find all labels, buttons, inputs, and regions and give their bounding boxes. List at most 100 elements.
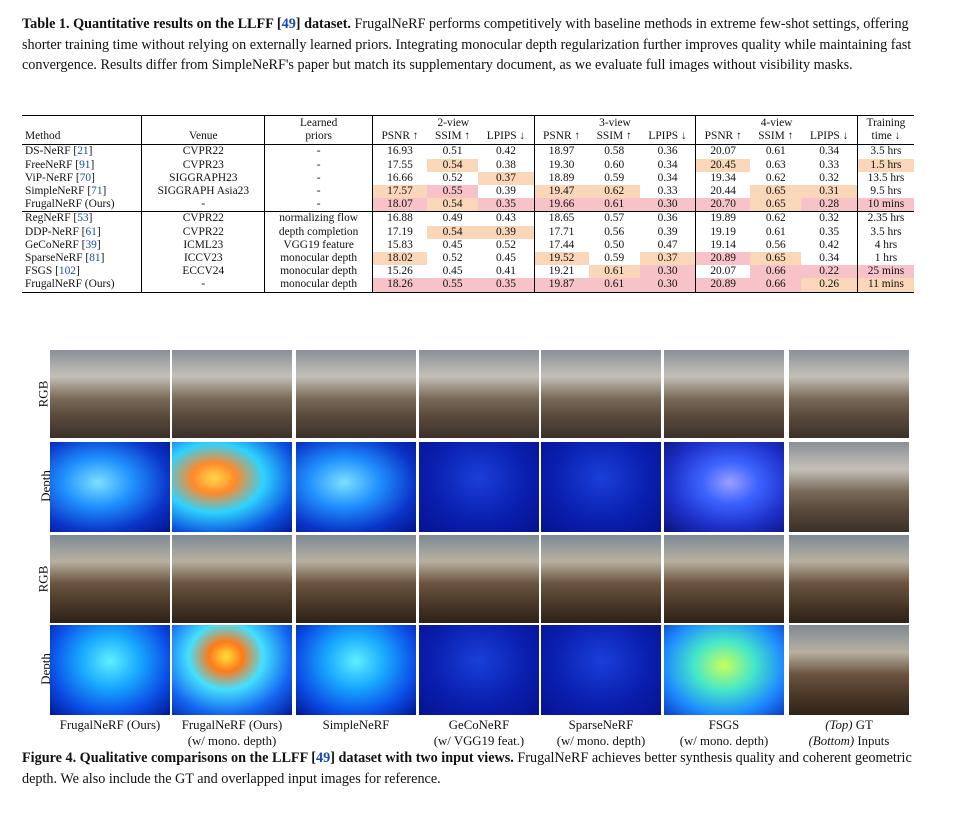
citation-link[interactable]: 39 [85,238,97,251]
depth-image [664,442,784,532]
cell-metric: 0.30 [639,278,697,293]
cell-time: 9.5 hrs [870,185,902,198]
citation-link[interactable]: 49 [281,16,296,32]
cell-time: 1 hrs [874,252,898,265]
header-2view: 2-view [372,115,535,131]
column-label: FSGS (w/ mono. depth) [679,718,769,748]
cell-metric: 19.30 [548,158,575,171]
cell-method: FrugalNeRF (Ours) [22,278,143,293]
depth-image [419,442,539,532]
cell-method: FSGS [102] [22,265,143,279]
cell-metric: 16.66 [387,171,413,184]
cell-priors: - [264,158,374,172]
cell-time: 3.5 hrs [870,225,902,238]
header-method: Method [22,130,143,146]
table-row: SparseNeRF [81] ICCV23 monocular depth 18.0… [22,252,914,266]
cell-metric: 0.33 [639,185,697,199]
cell-metric: 19.89 [695,211,751,226]
cell-metric: 0.54 [426,198,479,213]
cell-metric: 0.35 [801,225,858,239]
cell-metric: 0.57 [588,211,640,226]
cell-metric: 0.62 [588,185,640,199]
rgb-image [664,350,784,438]
cell-priors: normalizing flow [264,211,374,226]
cell-metric: 0.34 [801,144,858,159]
citation-link[interactable]: 49 [316,750,331,766]
cell-metric: 0.43 [478,211,535,226]
cell-metric: 17.57 [372,185,427,199]
cell-metric: 0.22 [801,265,858,279]
cell-metric: 17.19 [387,225,413,238]
citation-link[interactable]: 61 [85,225,97,238]
cell-metric: 0.42 [478,144,535,159]
cell-metric: 0.47 [639,238,697,253]
cell-metric: 0.65 [750,185,802,199]
cell-metric: 0.39 [478,185,535,199]
cell-metric: 0.34 [639,171,697,186]
cell-metric: 0.60 [604,158,625,171]
cell-metric: 0.38 [478,158,535,172]
citation-link[interactable]: 91 [79,158,91,171]
citation-link[interactable]: 81 [89,252,101,265]
cell-metric: 19.21 [548,265,575,278]
cell-metric: 19.47 [534,185,589,199]
citation-link[interactable]: 102 [58,265,76,278]
cell-metric: 20.07 [710,265,736,278]
depth-image [296,625,416,715]
cell-metric: 0.52 [442,252,463,265]
rgb-image [664,535,784,623]
cell-metric: 17.44 [548,238,575,251]
cell-metric: 20.89 [695,278,751,293]
cell-time: 2.35 hrs [857,211,914,226]
cell-metric: 0.31 [801,185,858,199]
cell-metric: 0.36 [639,144,697,159]
rgb-image [789,442,909,532]
cell-metric: 0.37 [478,171,535,186]
cell-venue: SIGGRAPH Asia23 [141,185,266,199]
cell-venue: - [141,278,266,293]
table-caption-title: Quantitative results on the LLFF [49] da… [73,16,351,32]
cell-metric: 0.34 [801,252,858,266]
cell-metric: 0.56 [604,225,625,238]
cell-metric: 19.52 [534,252,589,266]
depth-image [50,442,170,532]
cell-priors: - [264,185,374,199]
cell-metric: 18.26 [372,278,427,293]
cell-method: ViP-NeRF [70] [22,171,143,186]
cell-metric: 0.66 [750,265,802,279]
cell-time: 3.5 hrs [870,145,902,158]
cell-priors: - [264,198,374,213]
cell-metric: 0.61 [588,265,640,279]
cell-metric: 0.30 [639,265,697,279]
header-lpips: LPIPS ↓ [639,130,697,146]
cell-metric: 0.63 [765,158,786,171]
cell-metric: 0.37 [639,252,697,266]
figure-caption: Figure 4. Qualitative comparisons on the… [22,748,950,789]
cell-method: FreeNeRF [91] [22,158,143,172]
row-label: RGB [35,380,51,408]
header-3view: 3-view [534,115,697,131]
cell-metric: 0.54 [426,158,479,172]
cell-metric: 0.52 [442,171,463,184]
cell-priors: monocular depth [264,252,374,266]
citation-link[interactable]: 70 [79,171,92,184]
cell-metric: 0.45 [442,265,463,278]
header-time-2: time ↓ [857,130,914,146]
cell-metric: 0.50 [604,238,625,251]
cell-time: 4 hrs [874,238,898,251]
citation-link[interactable]: 53 [77,212,89,225]
column-label: SimpleNeRF [322,718,390,732]
cell-metric: 20.70 [695,198,751,213]
header-priors-2: priors [264,130,374,146]
cell-metric: 0.59 [604,171,625,184]
rgb-image [50,535,170,623]
cell-metric: 0.35 [478,278,535,293]
citation-link[interactable]: 71 [91,185,103,198]
table-row: ViP-NeRF [70] SIGGRAPH23-16.66 0.52 0.37 18.… [22,171,914,186]
table-row: FreeNeRF [91] CVPR23-17.55 0.54 0.38 19.30 0.… [22,158,914,172]
header-4view: 4-view [695,115,858,131]
table-caption: Table 1. Quantitative results on the LLF… [22,14,950,76]
depth-image [50,625,170,715]
citation-link[interactable]: 21 [77,145,89,158]
cell-metric: 16.88 [372,211,427,226]
